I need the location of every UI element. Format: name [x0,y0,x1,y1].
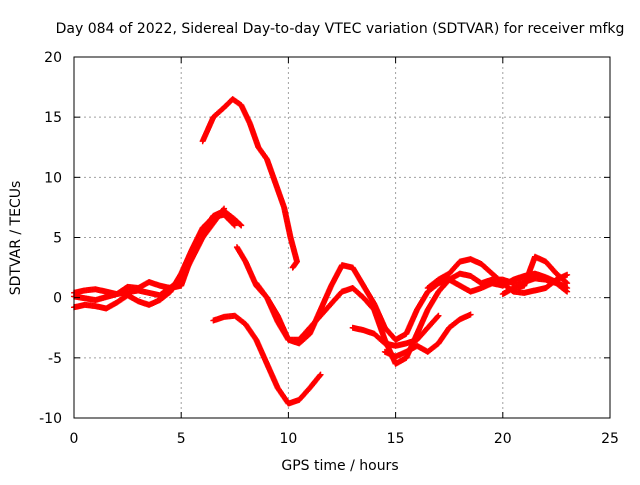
y-tick-label: 0 [53,291,62,307]
data-point [238,222,245,229]
y-tick-label: -5 [48,351,62,367]
data-point [230,221,237,228]
data-point [289,264,296,271]
x-tick-label: 10 [279,431,297,447]
x-tick-label: 0 [70,431,79,447]
data-point [435,312,442,319]
data-layer [71,96,571,407]
y-axis-label: SDTVAR / TECUs [8,181,24,296]
data-point [467,311,474,318]
x-axis-label: GPS time / hours [281,458,398,474]
data-point [564,271,571,278]
data-point [220,206,227,213]
series-track-i [381,311,474,360]
data-point [317,371,324,378]
data-point [564,288,571,295]
data-point [564,280,571,287]
x-tick-label: 15 [387,431,405,447]
series-track-k [499,253,571,298]
data-point [563,287,570,294]
series-track-j [424,256,571,296]
series-track-b [71,211,238,312]
data-point [434,313,441,320]
grid [74,57,610,418]
series-track-d [199,96,300,271]
y-tick-label: 15 [44,110,62,126]
data-point [231,222,238,229]
x-tick-label: 5 [177,431,186,447]
chart-title: Day 084 of 2022, Sidereal Day-to-day VTE… [56,21,625,37]
series-track-h [349,312,442,349]
ticks: 0 5 10 15 20 25 -10 -5 0 5 10 15 20 [39,50,619,447]
data-point [563,279,570,286]
data-point [237,221,244,228]
x-tick-label: 25 [601,431,619,447]
y-tick-label: 5 [53,231,62,247]
data-point [221,205,228,212]
data-point [316,372,323,379]
y-tick-label: 20 [44,50,62,66]
series-track-c [71,205,228,304]
series-track-g [210,312,324,407]
series-track-a [71,208,245,298]
x-tick-label: 20 [494,431,512,447]
y-tick-label: 10 [44,170,62,186]
y-tick-label: -10 [39,411,62,427]
